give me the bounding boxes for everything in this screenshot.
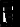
Text: 661: 661 bbox=[11, 10, 20, 23]
Bar bbox=[4, 10, 20, 11]
Text: 27a*: 27a* bbox=[11, 0, 20, 13]
Bar bbox=[6, 20, 20, 21]
Text: 19b: 19b bbox=[11, 8, 20, 21]
Text: 30d: 30d bbox=[11, 12, 20, 25]
Text: 27a: 27a bbox=[11, 3, 20, 16]
Text: 935: 935 bbox=[11, 0, 20, 10]
Text: 139-5p: 139-5p bbox=[11, 0, 20, 10]
Text: 106a: 106a bbox=[11, 7, 20, 20]
Text: 708: 708 bbox=[11, 1, 20, 13]
Text: *222: *222 bbox=[11, 0, 20, 10]
Bar bbox=[3, 6, 20, 7]
Text: miR: miR bbox=[6, 0, 20, 27]
Bar bbox=[2, 3, 20, 4]
Bar bbox=[6, 19, 20, 20]
Text: 30a*: 30a* bbox=[11, 5, 20, 18]
Text: 204: 204 bbox=[11, 15, 20, 27]
Text: 15b: 15b bbox=[11, 9, 20, 22]
Text: 142-3p: 142-3p bbox=[11, 0, 20, 9]
Text: 138: 138 bbox=[11, 5, 20, 18]
Bar bbox=[3, 4, 20, 5]
Text: *625: *625 bbox=[11, 0, 20, 12]
Bar bbox=[4, 7, 20, 8]
Text: let-7a: let-7a bbox=[11, 7, 20, 20]
Bar bbox=[9, 23, 20, 24]
Bar bbox=[4, 11, 20, 12]
Text: let-7b: let-7b bbox=[11, 4, 20, 17]
Text: 221: 221 bbox=[11, 0, 20, 9]
Text: 2ᵃ-ΔΔCt: 2ᵃ-ΔΔCt bbox=[0, 16, 20, 27]
Text: 17: 17 bbox=[11, 6, 20, 19]
Text: 222: 222 bbox=[11, 6, 20, 19]
Bar bbox=[4, 9, 20, 10]
Bar bbox=[2, 2, 20, 3]
Text: 767-3p: 767-3p bbox=[11, 16, 20, 27]
Text: 30e*: 30e* bbox=[11, 8, 20, 21]
Text: 584: 584 bbox=[11, 12, 20, 25]
Text: 18a: 18a bbox=[11, 1, 20, 14]
Bar bbox=[5, 17, 20, 18]
Text: 99a: 99a bbox=[11, 1, 20, 14]
Bar bbox=[6, 18, 20, 19]
Text: 139-3p: 139-3p bbox=[11, 17, 20, 27]
Text: 15b*: 15b* bbox=[11, 0, 20, 11]
Text: Fig. 2: Fig. 2 bbox=[0, 5, 20, 23]
Bar bbox=[5, 16, 20, 17]
Text: 939: 939 bbox=[11, 11, 20, 24]
Bar bbox=[4, 8, 20, 9]
Text: 185: 185 bbox=[11, 14, 20, 27]
Text: 100: 100 bbox=[11, 2, 20, 15]
Text: 18b: 18b bbox=[11, 4, 20, 17]
Text: 92a: 92a bbox=[11, 2, 20, 15]
Bar bbox=[6, 21, 20, 22]
Text: 509-3p: 509-3p bbox=[11, 17, 20, 27]
Text: 501-5p: 501-5p bbox=[11, 13, 20, 26]
Text: *424: *424 bbox=[11, 0, 20, 8]
Bar bbox=[7, 22, 20, 23]
Text: 210: 210 bbox=[11, 9, 20, 22]
Bar bbox=[3, 5, 20, 6]
Text: 146a: 146a bbox=[11, 15, 20, 27]
Text: 20a: 20a bbox=[11, 0, 20, 12]
Text: let-7e: let-7e bbox=[11, 10, 20, 23]
Text: 342-3p: 342-3p bbox=[11, 13, 20, 26]
Text: 34a: 34a bbox=[11, 14, 20, 27]
Text: 29a: 29a bbox=[11, 3, 20, 16]
Text: 766: 766 bbox=[11, 11, 20, 24]
Text: 520a-3p: 520a-3p bbox=[11, 16, 20, 27]
Bar bbox=[1, 1, 20, 2]
Text: 125b: 125b bbox=[11, 0, 20, 11]
Bar bbox=[4, 12, 20, 13]
